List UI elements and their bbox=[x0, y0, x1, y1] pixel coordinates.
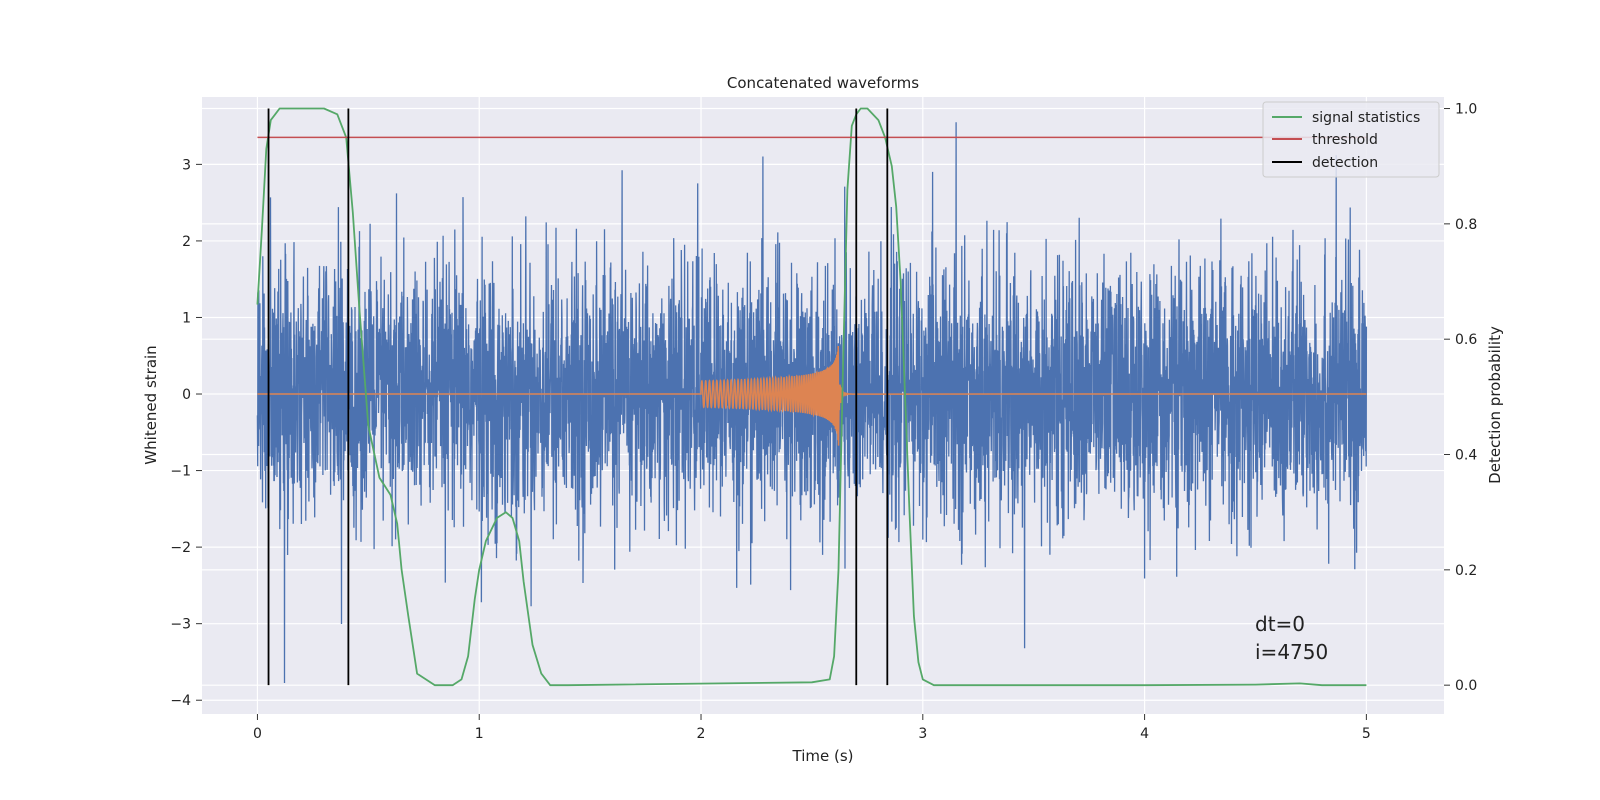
y-tick-label-right: 0.8 bbox=[1455, 217, 1477, 233]
legend: signal statistics threshold detection bbox=[1262, 101, 1440, 178]
x-tick-label: 1 bbox=[475, 726, 484, 742]
ticks: 0 1 2 3 4 5 −4 −3 −2 −1 0 1 2 3 0.0 0.2 0.4 0.6 0.8 1.0 bbox=[170, 102, 1477, 742]
x-axis-label: Time (s) bbox=[792, 747, 854, 765]
y-tick-label-left: 1 bbox=[182, 310, 191, 326]
legend-label-detection: detection bbox=[1312, 155, 1378, 171]
y-tick-label-right: 0.6 bbox=[1455, 332, 1477, 348]
legend-label-threshold: threshold bbox=[1312, 132, 1378, 148]
x-tick-label: 2 bbox=[697, 726, 706, 742]
y-tick-label-right: 0.4 bbox=[1455, 448, 1477, 464]
y-axis-label-left: Whitened strain bbox=[142, 345, 160, 464]
y-tick-label-right: 0.2 bbox=[1455, 563, 1477, 579]
annotation-dt: dt=0 bbox=[1255, 612, 1305, 636]
injected-signal-line bbox=[257, 346, 1367, 446]
legend-box bbox=[1262, 101, 1440, 178]
x-tick-label: 0 bbox=[253, 726, 262, 742]
y-tick-label-left: −1 bbox=[170, 464, 191, 480]
x-tick-label: 5 bbox=[1362, 726, 1371, 742]
strain-noise-line bbox=[256, 122, 1368, 684]
y-tick-label-left: −3 bbox=[170, 617, 191, 633]
legend-label-signal: signal statistics bbox=[1312, 110, 1420, 126]
y-axis-label-right: Detection probability bbox=[1486, 326, 1504, 484]
y-tick-label-left: 0 bbox=[182, 387, 191, 403]
y-tick-label-right: 1.0 bbox=[1455, 102, 1477, 118]
x-tick-label: 3 bbox=[918, 726, 927, 742]
plot-series bbox=[256, 107, 1368, 687]
x-tick-label: 4 bbox=[1140, 726, 1149, 742]
y-tick-label-left: 3 bbox=[182, 157, 191, 173]
y-tick-label-left: −2 bbox=[170, 540, 191, 556]
y-tick-label-left: −4 bbox=[170, 693, 191, 709]
signal-statistics-line bbox=[256, 107, 1367, 687]
chart-title: Concatenated waveforms bbox=[727, 74, 919, 92]
y-tick-label-right: 0.0 bbox=[1455, 678, 1477, 694]
annotation-index: i=4750 bbox=[1255, 640, 1328, 664]
y-tick-label-left: 2 bbox=[182, 234, 191, 250]
